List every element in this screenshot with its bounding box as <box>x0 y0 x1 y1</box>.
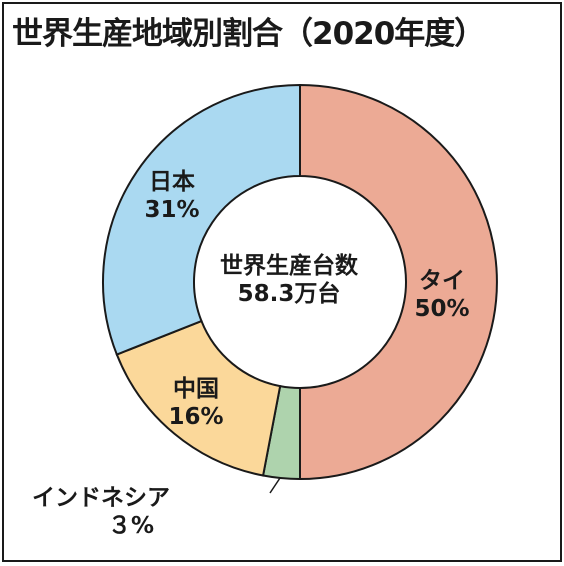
slice-label-name: 日本 <box>149 169 195 195</box>
slice-label-percent: 50% <box>414 296 470 322</box>
donut-slice-thailand <box>299 83 498 481</box>
center-label: 世界生産台数 58.3万台 <box>199 252 379 308</box>
donut-slice-japan <box>102 83 301 356</box>
center-label-line1: 世界生産台数 <box>220 253 358 279</box>
slice-label-indonesia: インドネシア ３% <box>32 484 232 540</box>
slice-label-thailand: タイ 50% <box>402 267 482 323</box>
slice-label-name: タイ <box>419 268 465 294</box>
slice-label-name: 中国 <box>173 376 219 402</box>
slice-label-percent: 31% <box>144 197 200 223</box>
slice-label-japan: 日本 31% <box>132 168 212 224</box>
donut-chart <box>102 83 498 494</box>
slice-label-percent: ３% <box>108 513 155 539</box>
slice-label-china: 中国 16% <box>156 375 236 431</box>
slice-label-percent: 16% <box>168 404 224 430</box>
slice-label-name: インドネシア <box>32 485 170 511</box>
center-label-line2: 58.3万台 <box>237 281 341 307</box>
indonesia-leader-line <box>269 477 281 494</box>
chart-title: 世界生産地域別割合（2020年度） <box>12 16 485 52</box>
